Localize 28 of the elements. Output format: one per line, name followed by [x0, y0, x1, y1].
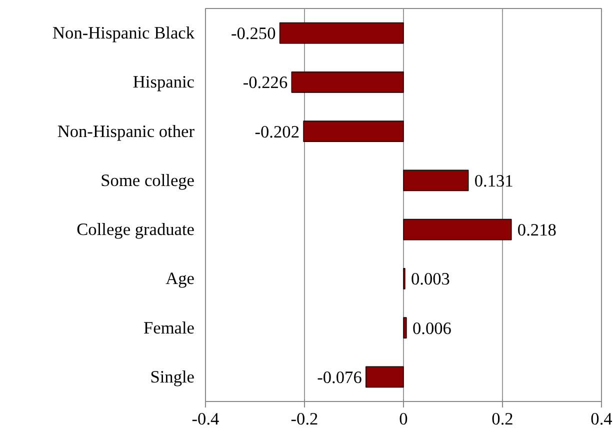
y-tick-label: Female: [143, 318, 195, 338]
y-tick-label: Some college: [100, 170, 195, 190]
data-label: -0.226: [242, 73, 288, 92]
y-tick-label: College graduate: [76, 220, 195, 240]
data-label: 0.006: [412, 318, 452, 338]
bar: [279, 22, 404, 44]
data-label: -0.250: [230, 24, 276, 44]
bar: [403, 170, 469, 192]
bar: [291, 72, 404, 93]
x-tick-label: -0.2: [290, 410, 318, 428]
y-tick-label: Hispanic: [132, 72, 195, 92]
bar: [366, 366, 404, 388]
data-label: -0.076: [317, 368, 362, 387]
data-label: -0.202: [254, 122, 300, 142]
bar: [403, 317, 407, 338]
bar: [403, 218, 512, 240]
x-tick-label: -0.4: [192, 410, 220, 428]
x-tick-label: 0.4: [590, 410, 613, 428]
data-label: 0.131: [474, 171, 514, 190]
data-label: 0.218: [517, 220, 556, 240]
x-tick-label: 0.2: [492, 410, 514, 428]
bar: [303, 120, 404, 142]
y-tick-label: Non-Hispanic Black: [52, 24, 195, 43]
y-tick-label: Non-Hispanic other: [57, 122, 195, 141]
x-tick-label: 0: [399, 410, 408, 428]
y-tick-label: Age: [166, 269, 195, 288]
y-tick-label: Single: [150, 367, 195, 386]
data-label: 0.003: [410, 270, 450, 289]
